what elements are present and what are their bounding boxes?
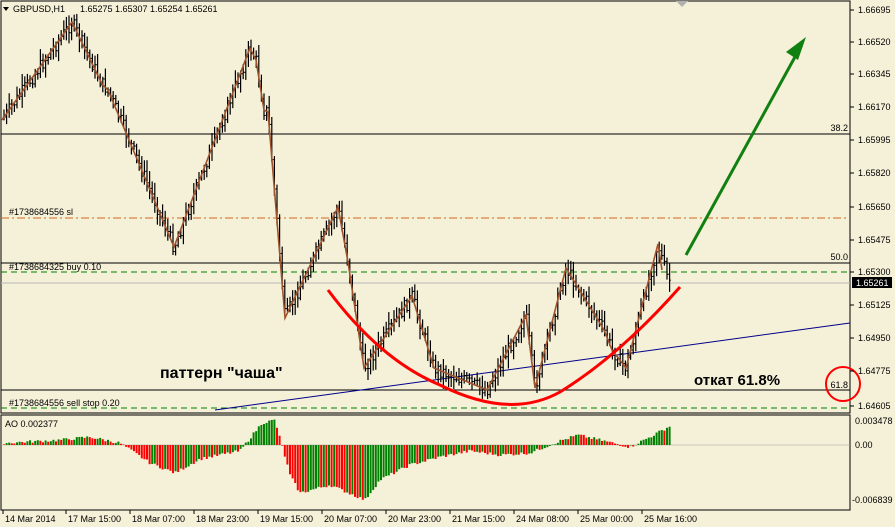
sellstop-order-label: #1738684556 sell stop 0.20 — [9, 398, 120, 408]
cup-pattern-curve[interactable] — [326, 286, 682, 406]
fib-618-label: 61.8 — [830, 380, 848, 390]
time-tick-label: 20 Mar 23:00 — [388, 514, 441, 524]
price-tick-label: 1.64605 — [858, 401, 891, 411]
collapse-triangle-icon[interactable] — [3, 7, 9, 11]
ao-label: AO 0.002377 — [5, 419, 58, 429]
symbol-label: GBPUSD,H1 — [13, 4, 65, 14]
price-tick-label: 1.65995 — [858, 135, 891, 145]
ohlc-open: 1.65275 — [80, 4, 113, 14]
arrow-head-icon — [786, 37, 806, 60]
main-chart-area[interactable] — [0, 0, 851, 414]
target-arrow-line[interactable] — [684, 45, 803, 256]
symbol-header: GBPUSD,H1 1.65275 1.65307 1.65254 1.6526… — [3, 4, 218, 14]
current-price-tag — [852, 277, 892, 288]
ohlc-low: 1.65254 — [150, 4, 183, 14]
current-price-value: 1.65261 — [856, 278, 889, 288]
price-tick-label: 1.66520 — [858, 37, 891, 47]
ohlc-close: 1.65261 — [185, 4, 218, 14]
ohlc-high: 1.65307 — [115, 4, 148, 14]
price-tick-label: 1.65300 — [858, 267, 891, 277]
ao-scale-zero: 0.00 — [855, 440, 873, 450]
buy-order-label: #1738684325 buy 0.10 — [9, 262, 101, 272]
time-tick-label: 18 Mar 23:00 — [196, 514, 249, 524]
price-tick-label: 1.64950 — [858, 333, 891, 343]
price-tick-label: 1.65125 — [858, 300, 891, 310]
fib-500-label: 50.0 — [830, 252, 848, 262]
scroll-marker-icon[interactable] — [676, 1, 688, 7]
price-tick-label: 1.66170 — [858, 102, 891, 112]
time-tick-label: 21 Mar 15:00 — [452, 514, 505, 524]
time-tick-label: 19 Mar 15:00 — [260, 514, 313, 524]
time-tick-label: 25 Mar 16:00 — [644, 514, 697, 524]
price-tick-label: 1.64775 — [858, 366, 891, 376]
price-scale: 1.66695 1.66520 1.66345 1.66170 1.65995 1.658… — [850, 5, 891, 411]
price-tick-label: 1.66695 — [858, 5, 891, 15]
retrace-annotation: откат 61.8% — [694, 372, 780, 389]
time-tick-label: 18 Mar 07:00 — [132, 514, 185, 524]
time-tick-label: 17 Mar 15:00 — [68, 514, 121, 524]
time-axis: 14 Mar 2014 17 Mar 15:00 18 Mar 07:00 18 Ma… — [2, 510, 697, 524]
zigzag-line[interactable] — [1, 20, 663, 392]
fib-618-highlight-circle — [825, 366, 861, 402]
price-tick-label: 1.65650 — [858, 202, 891, 212]
ao-histogram — [3, 419, 671, 500]
fib-382-label: 38.2 — [830, 123, 848, 133]
price-tick-label: 1.66345 — [858, 69, 891, 79]
cup-pattern-annotation: паттерн "чаша" — [160, 365, 283, 382]
ao-scale-top: 0.003478 — [855, 416, 893, 426]
sl-order-label: #1738684556 sl — [9, 207, 73, 217]
indicator-panel[interactable] — [0, 414, 851, 511]
time-tick-label: 20 Mar 07:00 — [324, 514, 377, 524]
time-tick-label: 25 Mar 00:00 — [580, 514, 633, 524]
price-tick-label: 1.65475 — [858, 235, 891, 245]
price-tick-label: 1.65820 — [858, 168, 891, 178]
time-tick-label: 14 Mar 2014 — [5, 514, 56, 524]
ao-scale-bottom: -0.006839 — [852, 495, 893, 505]
time-tick-label: 24 Mar 08:00 — [516, 514, 569, 524]
